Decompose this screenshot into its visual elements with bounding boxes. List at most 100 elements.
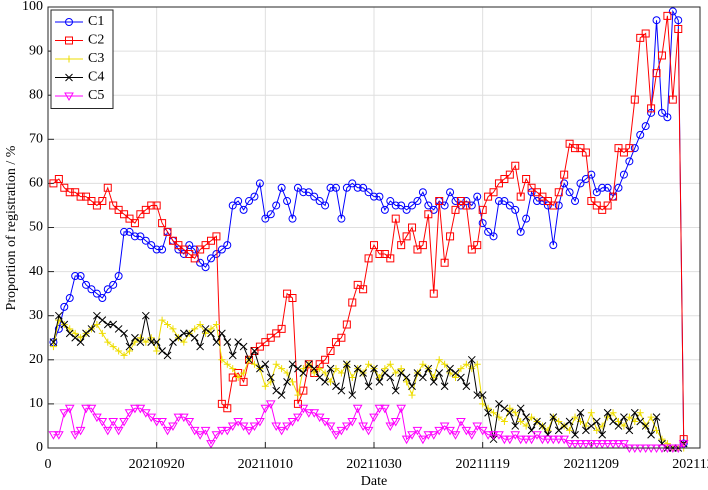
data-point xyxy=(413,369,422,377)
data-point xyxy=(533,417,541,426)
data-point xyxy=(174,241,183,250)
data-point xyxy=(375,192,384,201)
data-point xyxy=(505,201,514,210)
data-point xyxy=(60,302,69,311)
data-point xyxy=(337,369,345,377)
data-point xyxy=(298,404,309,414)
data-point xyxy=(548,435,559,445)
data-point xyxy=(174,333,183,342)
data-point xyxy=(566,426,574,434)
data-point xyxy=(565,188,574,197)
data-point xyxy=(87,197,96,206)
data-point xyxy=(228,351,237,360)
data-point xyxy=(446,364,454,373)
data-point xyxy=(316,365,324,373)
data-point xyxy=(218,329,226,338)
data-point xyxy=(196,321,204,329)
data-point xyxy=(408,223,417,232)
x-tick-label: 20210920 xyxy=(129,457,185,472)
data-point xyxy=(641,122,650,131)
data-point xyxy=(261,338,270,347)
data-point xyxy=(553,435,564,445)
data-point xyxy=(113,426,124,436)
data-point xyxy=(386,360,394,368)
data-point xyxy=(240,369,248,377)
data-point xyxy=(185,249,194,258)
legend-label: C4 xyxy=(88,70,104,85)
data-point xyxy=(120,210,129,219)
data-point xyxy=(614,144,623,153)
data-point xyxy=(272,386,281,395)
data-point xyxy=(196,342,204,351)
y-tick-label: 20 xyxy=(29,352,43,367)
data-point xyxy=(522,413,530,421)
data-point xyxy=(391,201,400,210)
data-point xyxy=(223,360,231,368)
data-point xyxy=(60,320,69,329)
data-point xyxy=(592,417,601,426)
data-point xyxy=(516,404,525,413)
data-point xyxy=(391,386,400,395)
data-point xyxy=(75,426,86,436)
data-point xyxy=(71,272,80,281)
data-point xyxy=(575,440,586,449)
data-point xyxy=(98,316,107,324)
data-point xyxy=(239,377,248,386)
data-point xyxy=(609,409,617,417)
legend-label: C5 xyxy=(88,88,104,103)
data-point xyxy=(337,214,346,223)
x-tick-label: 20211229 xyxy=(672,457,708,472)
data-point xyxy=(152,245,161,254)
data-point xyxy=(93,321,101,329)
data-point xyxy=(374,404,385,414)
data-point xyxy=(401,435,412,445)
data-point xyxy=(49,338,58,347)
data-point xyxy=(212,338,221,347)
data-point xyxy=(277,391,286,399)
data-point xyxy=(108,418,119,427)
data-point xyxy=(327,378,335,386)
data-point xyxy=(353,280,362,289)
data-point xyxy=(560,170,569,179)
data-point xyxy=(163,227,172,236)
data-point xyxy=(272,360,280,368)
data-point xyxy=(392,369,400,377)
data-point xyxy=(260,404,271,414)
data-point xyxy=(228,201,237,210)
data-point xyxy=(652,413,661,421)
data-point xyxy=(428,431,439,440)
data-point xyxy=(477,426,488,436)
data-point xyxy=(537,435,548,445)
data-point xyxy=(92,289,101,298)
data-point xyxy=(495,400,503,408)
data-point xyxy=(466,431,477,440)
data-point xyxy=(478,205,487,214)
data-point xyxy=(602,440,613,449)
data-point xyxy=(272,201,281,210)
plot-area xyxy=(48,7,689,454)
data-point xyxy=(451,369,460,377)
data-point xyxy=(104,338,112,346)
data-point xyxy=(342,360,351,369)
data-point xyxy=(331,431,341,440)
data-point xyxy=(142,338,150,346)
data-point xyxy=(549,413,558,421)
data-point xyxy=(169,338,177,347)
data-point xyxy=(178,413,189,423)
y-tick-label: 10 xyxy=(29,396,43,411)
data-point xyxy=(451,205,460,214)
data-point xyxy=(348,179,357,188)
data-point xyxy=(321,369,329,377)
data-point xyxy=(369,192,379,201)
data-point xyxy=(419,373,427,382)
data-point xyxy=(663,113,672,122)
legend: C1 C2 C3 C4 C5 xyxy=(50,9,114,109)
data-point xyxy=(489,188,498,197)
data-point xyxy=(283,289,292,298)
data-point xyxy=(102,426,113,436)
data-point xyxy=(450,431,461,440)
data-point xyxy=(217,426,227,436)
data-point xyxy=(207,325,215,333)
data-point xyxy=(429,377,438,386)
data-point xyxy=(456,197,465,206)
